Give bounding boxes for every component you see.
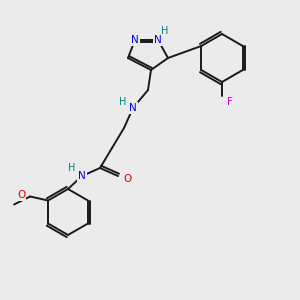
Text: N: N [131, 35, 139, 45]
Text: H: H [119, 97, 127, 107]
Text: H: H [68, 163, 76, 173]
Text: O: O [123, 174, 131, 184]
Text: H: H [161, 26, 169, 36]
Text: N: N [129, 103, 137, 113]
Text: O: O [17, 190, 25, 200]
Text: N: N [78, 171, 86, 181]
Text: F: F [227, 97, 233, 107]
Text: N: N [154, 35, 162, 45]
